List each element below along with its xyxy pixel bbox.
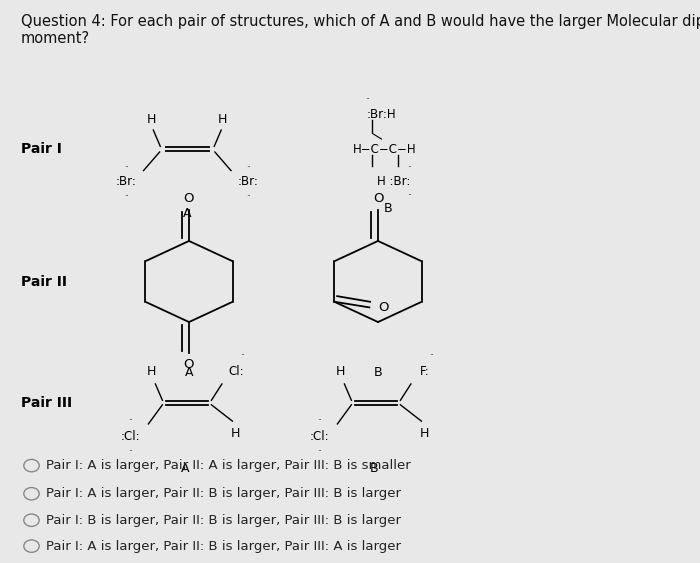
Text: Pair II: Pair II — [21, 275, 67, 288]
Text: H :Br:: H :Br: — [377, 175, 410, 189]
Text: Pair I: B is larger, Pair II: B is larger, Pair III: B is larger: Pair I: B is larger, Pair II: B is large… — [46, 513, 400, 527]
Text: ··: ·· — [129, 416, 133, 425]
Text: Pair I: A is larger, Pair II: A is larger, Pair III: B is smaller: Pair I: A is larger, Pair II: A is large… — [46, 459, 410, 472]
Text: O: O — [378, 301, 388, 314]
Text: H: H — [218, 113, 228, 127]
Text: O: O — [183, 192, 195, 205]
Text: ··: ·· — [241, 351, 245, 360]
Text: H: H — [147, 365, 157, 378]
Text: A: A — [181, 462, 190, 476]
Text: ··: ·· — [430, 351, 434, 360]
Text: :Br:H: :Br:H — [367, 108, 396, 121]
Text: ··: ·· — [129, 448, 133, 457]
Text: Pair III: Pair III — [21, 396, 72, 409]
Text: B: B — [374, 366, 382, 379]
Text: :Br:: :Br: — [116, 175, 136, 189]
Text: ··: ·· — [318, 416, 322, 425]
Text: Question 4: For each pair of structures, which of A and B would have the larger : Question 4: For each pair of structures,… — [21, 14, 700, 47]
Text: A: A — [183, 207, 192, 221]
Text: A: A — [185, 366, 193, 379]
Text: :Br:: :Br: — [238, 175, 259, 189]
Text: ··: ·· — [246, 163, 251, 172]
Text: H: H — [231, 427, 241, 440]
Text: ··: ·· — [318, 448, 322, 457]
Text: Pair I: A is larger, Pair II: B is larger, Pair III: A is larger: Pair I: A is larger, Pair II: B is large… — [46, 539, 400, 553]
Text: B: B — [370, 462, 379, 476]
Text: H: H — [147, 113, 157, 127]
Text: ··: ·· — [365, 95, 370, 104]
Text: O: O — [183, 358, 195, 371]
Text: ··: ·· — [407, 191, 412, 200]
Text: ··: ·· — [407, 163, 412, 172]
Text: Pair I: Pair I — [21, 142, 62, 156]
Text: ··: ·· — [246, 192, 251, 201]
Text: H−C−C−H: H−C−C−H — [354, 142, 416, 156]
Text: B: B — [384, 202, 393, 215]
Text: Cl:: Cl: — [228, 365, 244, 378]
Text: H: H — [420, 427, 430, 440]
Text: :Cl:: :Cl: — [310, 430, 330, 443]
Text: Pair I: A is larger, Pair II: B is larger, Pair III: B is larger: Pair I: A is larger, Pair II: B is large… — [46, 487, 400, 501]
Text: O: O — [372, 192, 384, 205]
Text: ··: ·· — [124, 192, 128, 201]
Text: :Cl:: :Cl: — [121, 430, 141, 443]
Text: H: H — [336, 365, 346, 378]
Text: ··: ·· — [124, 163, 128, 172]
Text: F:: F: — [420, 365, 430, 378]
